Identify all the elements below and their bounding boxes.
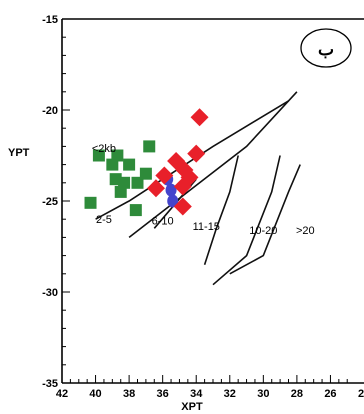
y-tick-label: -30 [42,287,58,299]
region-label: 11-15 [193,221,220,233]
badge-circle [300,28,352,68]
boundary-line [128,91,298,239]
green-square-marker [123,158,136,171]
red-diamond-marker [187,144,206,163]
x-tick-label: 26 [324,388,336,400]
badge-text: ب [318,40,334,59]
x-tick-label: 36 [157,388,169,400]
green-square-marker [106,158,119,171]
red-diamond-marker [173,197,192,216]
plot-frame [61,18,364,384]
green-square-marker [143,140,156,153]
x-tick-label: 42 [56,388,68,400]
y-tick-label: -35 [42,378,58,390]
data-markers [84,108,209,217]
x-tick-label: 38 [123,388,135,400]
red-diamond-marker [155,166,174,185]
x-tick-label: 32 [224,388,236,400]
green-square-marker [129,204,142,217]
x-tick-label: 30 [257,388,269,400]
y-tick-label: -15 [42,14,58,26]
region-label: 2-5 [96,214,112,226]
x-tick-label: 40 [89,388,101,400]
green-square-marker [84,196,97,209]
green-square-marker [131,176,144,189]
green-square-marker [109,173,122,186]
region-label: 10-20 [249,225,277,237]
region-label: >20 [296,225,315,237]
x-tick-label: 34 [190,388,203,400]
boundary-line [212,155,281,286]
green-square-marker [139,167,152,180]
region-label: 6-10 [152,216,174,228]
green-square-marker [92,149,105,162]
y-tick-label: -25 [42,196,58,208]
red-diamond-marker [146,179,165,198]
region-label: <2kb [92,143,116,155]
region-labels: <2kb 2-5 6-10 11-15 10-20 >20 [92,143,315,237]
blue-circle-marker [167,194,179,208]
boundary-line [229,164,301,275]
x-tick-label: 28 [291,388,303,400]
y-tick-label: -20 [42,105,58,117]
blue-circle-marker [165,183,177,197]
y-axis-title: YPT [8,147,30,159]
green-square-marker [111,149,124,162]
x-tick-label: 2 [358,388,364,400]
red-diamond-marker [190,108,209,127]
x-axis-title: XPT [181,401,203,413]
boundary-line [203,155,239,265]
corner-badge: ب [300,28,352,68]
green-square-marker [114,185,127,198]
red-diamond-marker [173,177,192,196]
